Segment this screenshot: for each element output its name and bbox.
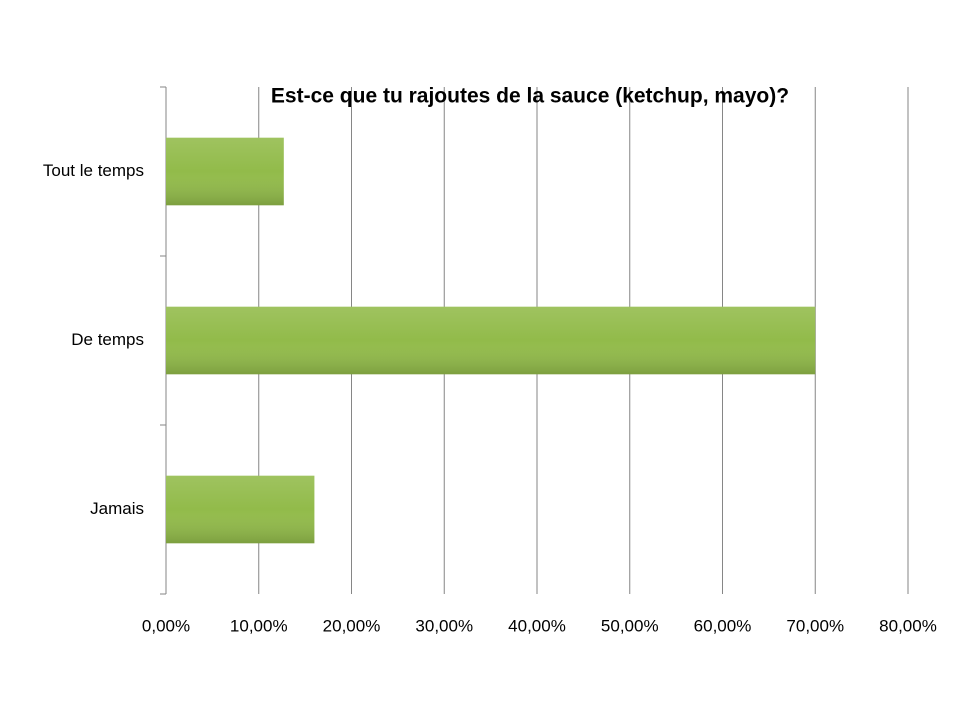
x-tick-label: 70,00% — [786, 616, 844, 635]
y-tick-label: Jamais — [90, 499, 144, 518]
x-tick-label: 0,00% — [142, 616, 190, 635]
x-tick-label: 80,00% — [879, 616, 937, 635]
x-tick-label: 40,00% — [508, 616, 566, 635]
bar-sheen — [166, 306, 816, 375]
chart-title: Est-ce que tu rajoutes de la sauce (ketc… — [271, 85, 789, 108]
bar-sheen — [166, 475, 315, 544]
x-tick-label: 60,00% — [694, 616, 752, 635]
x-tick-label: 50,00% — [601, 616, 659, 635]
y-tick-label: Tout le temps — [43, 161, 144, 180]
x-tick-label: 10,00% — [230, 616, 288, 635]
y-tick-label: De temps — [71, 330, 144, 349]
x-tick-label: 20,00% — [323, 616, 381, 635]
bar-sheen — [166, 137, 284, 206]
x-tick-label: 30,00% — [415, 616, 473, 635]
